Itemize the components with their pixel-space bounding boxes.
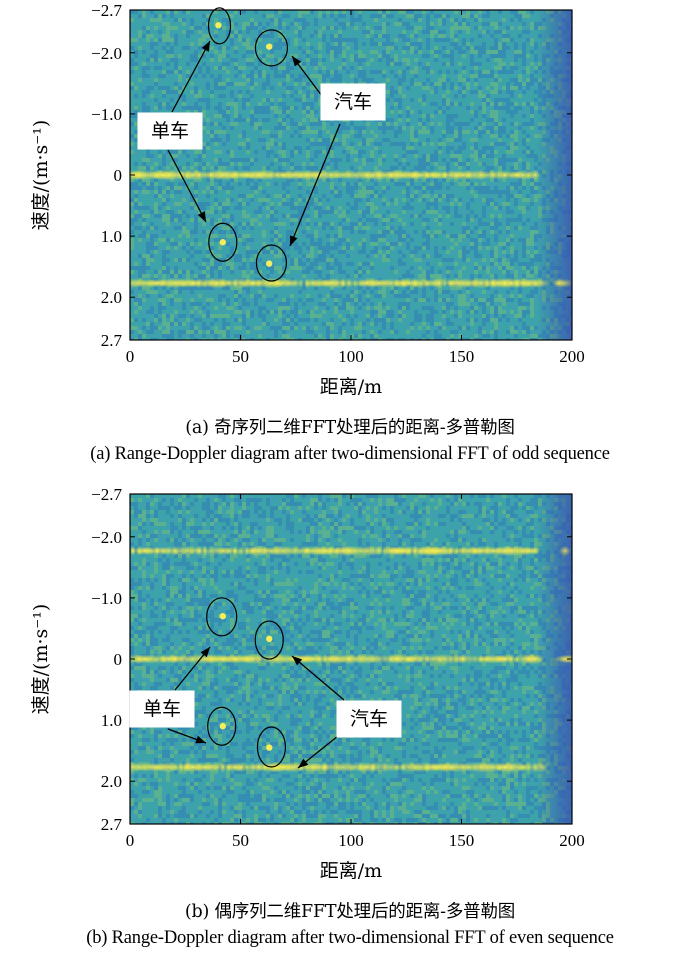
callout-label: 汽车: [350, 708, 388, 730]
y-tick-label: 2.7: [101, 815, 123, 834]
target-car: [266, 635, 273, 643]
y-tick-label: 1.0: [101, 227, 122, 246]
target-bicycle: [219, 613, 227, 620]
target-bicycle: [215, 22, 222, 29]
heatmap-body: [130, 494, 572, 824]
callout: 单车: [137, 40, 211, 223]
y-tick-label: −2.7: [91, 1, 122, 20]
caption-a-zh: (a) 奇序列二维FFT处理后的距离-多普勒图: [185, 418, 515, 438]
y-tick-label: 2.0: [101, 288, 122, 307]
y-tick-label: 1.0: [101, 711, 122, 730]
arrowhead: [195, 735, 206, 744]
arrowhead: [200, 647, 210, 658]
y-tick-label: 0: [114, 650, 123, 669]
bright-band: [130, 545, 571, 557]
target-car: [266, 260, 273, 267]
bright-band: [130, 277, 572, 289]
bright-band: [130, 169, 541, 181]
heatmap-body: [130, 10, 572, 340]
x-axis-label: 距离/m: [320, 376, 382, 398]
callout-box: [137, 112, 203, 150]
arrowhead: [201, 41, 210, 52]
chart-a-svg: 0 50 100 150 200 −2.7 −2.0 −1.0 0 1.0 2.0 2.7 距离/m 速度…: [30, 1, 585, 398]
target-bicycle: [219, 239, 227, 246]
x-tick-label: 150: [449, 347, 475, 366]
callout-label: 汽车: [334, 91, 372, 113]
target-ring: [207, 706, 237, 746]
caption-b-zh: (b) 偶序列二维FFT处理后的距离-多普勒图: [184, 902, 516, 922]
x-tick-label: 100: [338, 831, 364, 850]
x-tick-label: 0: [126, 347, 135, 366]
callout-arrow: [289, 123, 341, 247]
target-ring: [208, 222, 238, 262]
target-ring: [254, 620, 284, 660]
callout: 汽车: [289, 55, 386, 247]
callout: 汽车: [291, 655, 402, 769]
callout-box: [129, 690, 195, 728]
arrowhead: [292, 56, 302, 67]
x-tick-label: 150: [449, 831, 475, 850]
arrowhead: [298, 758, 309, 768]
y-tick-label: −1.0: [91, 105, 122, 124]
bright-band: [130, 761, 549, 773]
y-tick-label: 0: [114, 166, 123, 185]
y-tick-label: 2.7: [101, 331, 123, 350]
callout-label: 单车: [151, 120, 189, 142]
target-ring: [254, 29, 289, 67]
caption-b-en: (b) Range-Doppler diagram after two-dime…: [86, 928, 614, 948]
arrowhead: [290, 235, 298, 246]
target-ring: [256, 726, 287, 768]
subplot-a: 0 50 100 150 200 −2.7 −2.0 −1.0 0 1.0 2.0 2.7 距离/m 速度…: [30, 1, 610, 464]
x-tick-label: 0: [126, 831, 135, 850]
callout-label: 单车: [143, 698, 181, 720]
x-tick-label: 200: [559, 347, 585, 366]
target-bicycle: [219, 723, 227, 730]
target-ring: [255, 244, 288, 282]
y-axis-label: 速度/(m·s⁻¹): [30, 604, 52, 715]
chart-b-svg: 0 50 100 150 200 −2.7 −2.0 −1.0 0 1.0 2.0 2.7 距离/m 速度…: [30, 485, 585, 882]
y-tick-label: 2.0: [101, 772, 122, 791]
y-tick-label: −1.0: [91, 589, 122, 608]
callout-box: [320, 83, 386, 121]
x-tick-label: 50: [232, 831, 249, 850]
callout-arrow: [171, 40, 211, 113]
target-car: [266, 43, 273, 50]
x-tick-label: 100: [338, 347, 364, 366]
y-tick-label: −2.0: [91, 44, 122, 63]
bright-band: [130, 653, 572, 665]
y-axis-label: 速度/(m·s⁻¹): [30, 120, 52, 231]
arrowhead: [292, 656, 303, 666]
callout-box: [336, 700, 402, 738]
x-axis-label: 距离/m: [320, 860, 382, 882]
callout-arrow: [167, 149, 207, 223]
y-tick-label: −2.0: [91, 528, 122, 547]
arrowhead: [197, 211, 206, 222]
target-car: [266, 744, 273, 751]
far-range-edge: [536, 10, 572, 340]
target-ring: [207, 7, 232, 45]
subplot-b: 0 50 100 150 200 −2.7 −2.0 −1.0 0 1.0 2.0 2.7 距离/m 速度…: [0, 484, 700, 968]
caption-a-en: (a) Range-Doppler diagram after two-dime…: [90, 444, 610, 464]
callout: 单车: [129, 646, 211, 744]
callout-arrow: [291, 655, 345, 701]
y-tick-label: −2.7: [91, 485, 122, 504]
x-tick-label: 50: [232, 347, 249, 366]
x-tick-label: 200: [559, 831, 585, 850]
target-ring: [206, 597, 238, 637]
